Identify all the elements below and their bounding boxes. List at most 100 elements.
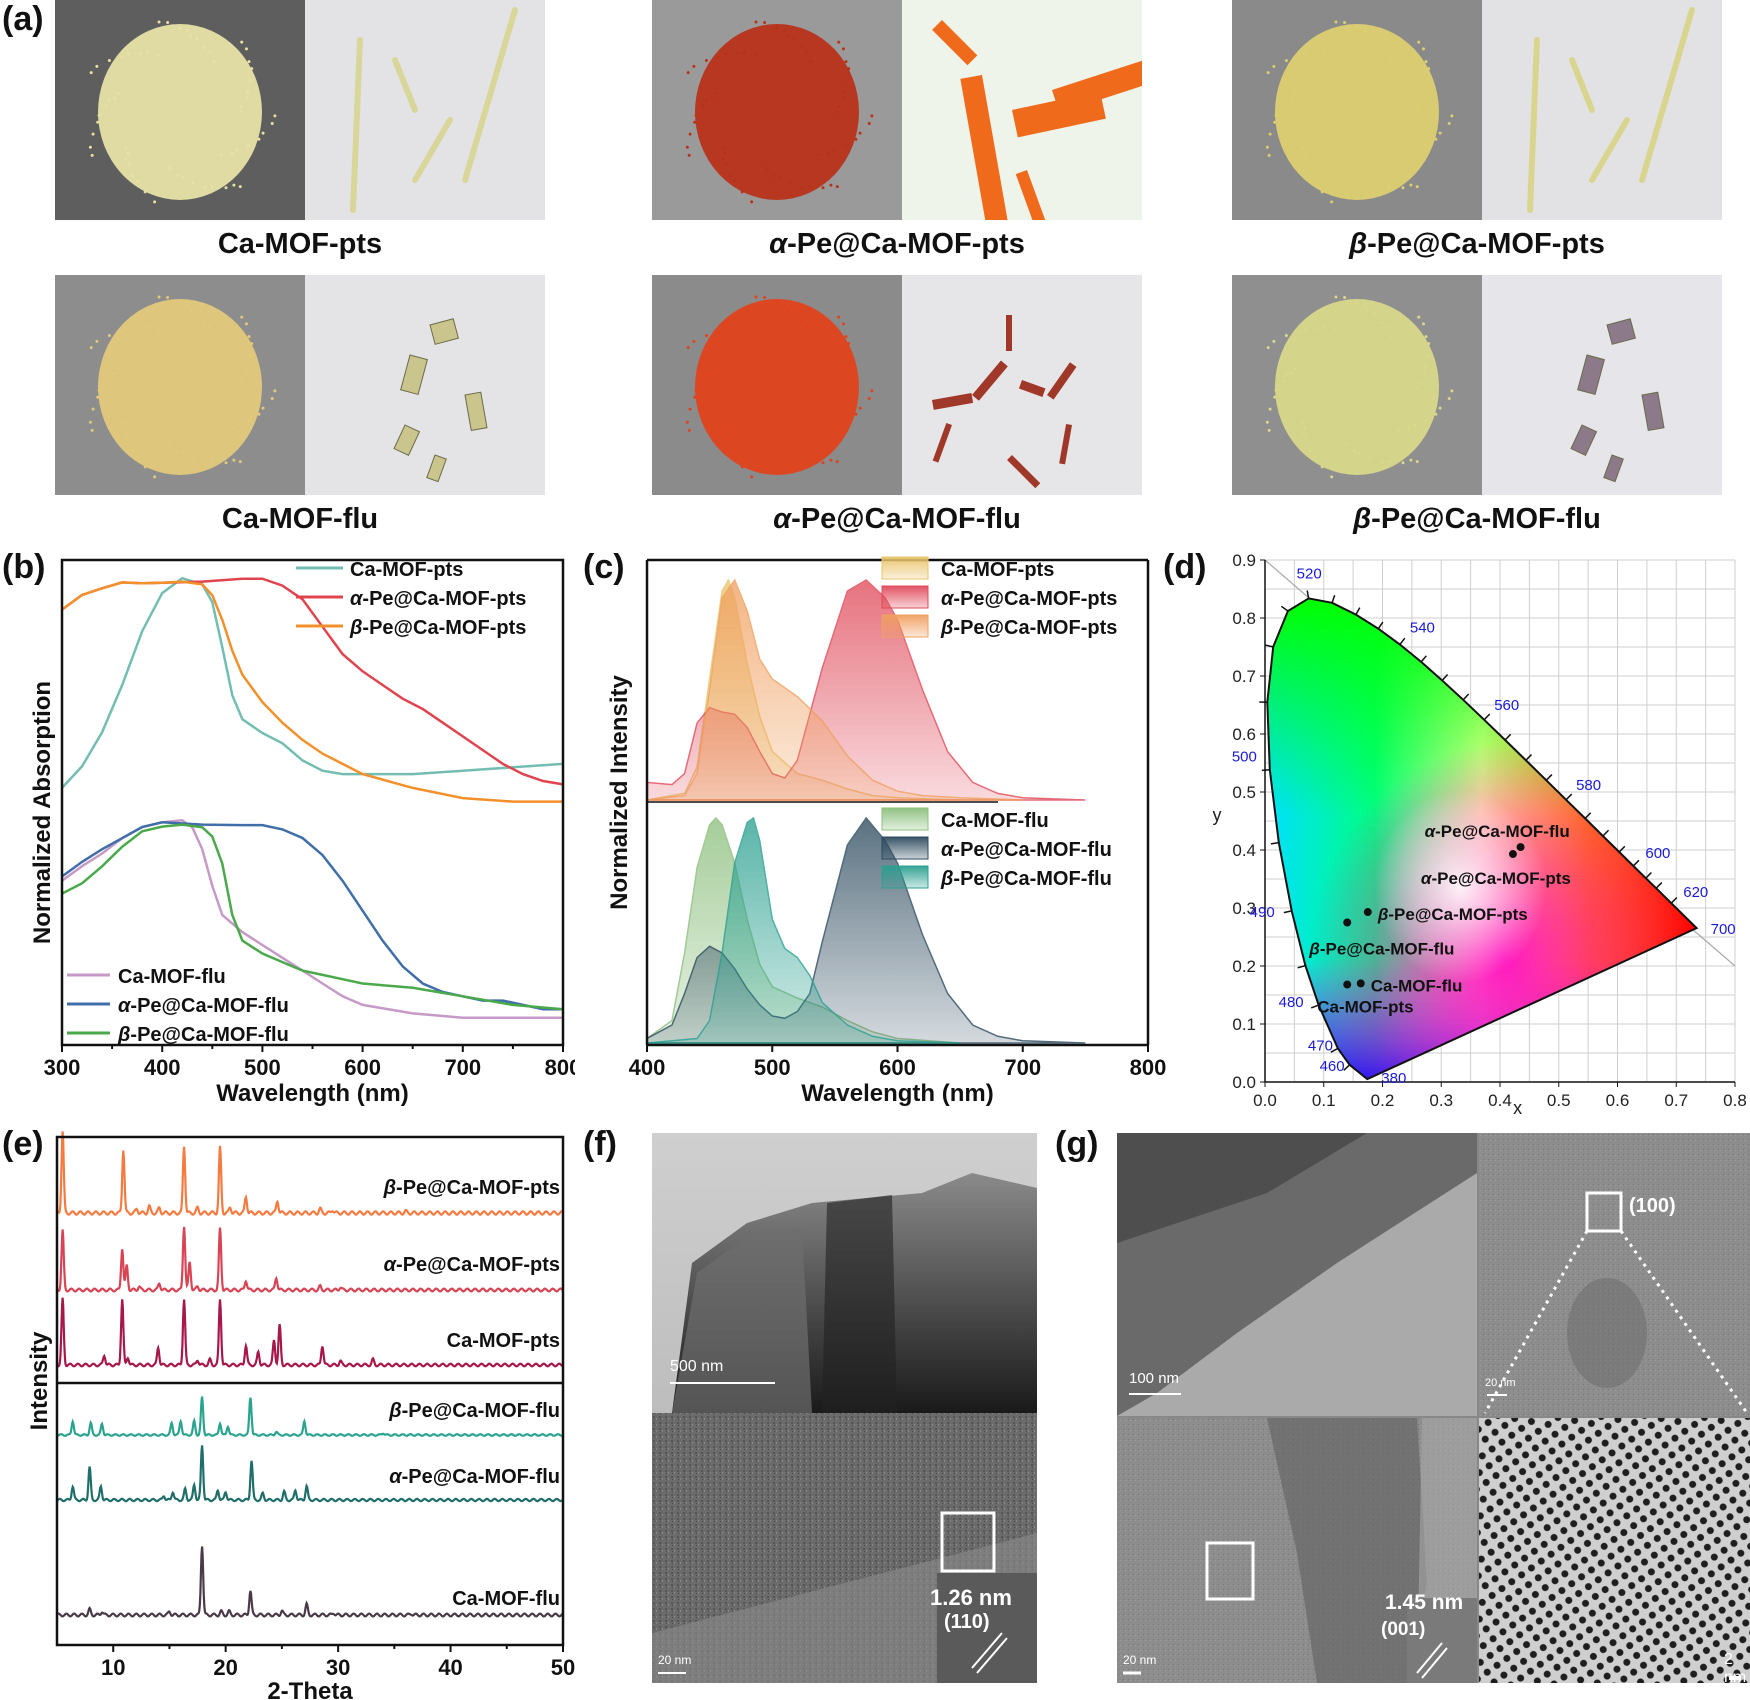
photo-caption: Ca-MOF-flu (221, 503, 379, 535)
powder-grain (166, 296, 170, 300)
powder-grain (1355, 26, 1359, 30)
powder-grain (832, 148, 836, 152)
locus-tick (1310, 1004, 1319, 1009)
powder-grain (1284, 98, 1288, 102)
powder-grain (1304, 163, 1308, 167)
powder-grain (827, 152, 831, 156)
powder-grain (238, 185, 242, 189)
crystal (1527, 37, 1540, 213)
powder-grain (139, 327, 143, 331)
powder-grain (1447, 397, 1451, 401)
powder-grain (694, 113, 698, 117)
powder-grain (844, 335, 848, 339)
powder-grain (693, 395, 697, 399)
powder-grain (788, 181, 792, 185)
powder-grain (1355, 301, 1359, 305)
x-tick-label: 0.2 (1371, 1091, 1395, 1110)
legend-swatch (881, 807, 929, 831)
xrd-pattern (57, 1396, 564, 1437)
powder-grain (775, 301, 779, 305)
powder-grain (742, 325, 746, 329)
crystal (464, 391, 488, 432)
powder-grain (156, 53, 160, 57)
powder-grain (153, 200, 157, 204)
tem-image-f: 500 nm 20 nm 1.26 nm (110) (652, 1133, 1037, 1683)
powder-grain (692, 64, 696, 68)
powder-grain (701, 379, 705, 383)
powder-grain (178, 26, 182, 30)
powder-grain (1422, 96, 1426, 100)
absorption-chart: 300 400 500 600 700 800 Wavelength (nm) Normali… (29, 558, 575, 1107)
powder-grain (1417, 105, 1421, 109)
powder-grain (1380, 185, 1384, 189)
powder-grain (1343, 21, 1347, 25)
powder-grain (273, 389, 277, 393)
scale-bar-label: 20 nm (1485, 1377, 1516, 1389)
powder-grain (90, 428, 94, 432)
powder-grain (1268, 407, 1272, 411)
powder-grain (1293, 366, 1297, 370)
powder-grain (1316, 327, 1320, 331)
powder-grain (1388, 460, 1392, 464)
y-tick-label: 0.5 (1232, 783, 1256, 802)
x-tick-label: 800 (545, 1055, 575, 1080)
scale-bar-label: 20 nm (1123, 1653, 1157, 1667)
powder-grain (721, 421, 725, 425)
y-tick-label: 0.0 (1232, 1073, 1256, 1092)
powder-grain (835, 110, 839, 114)
plane-label: (100) (1629, 1195, 1676, 1217)
powder-grain (246, 144, 250, 148)
powder-grain (203, 185, 207, 189)
series-label: Ca-MOF-flu (452, 1588, 560, 1610)
powder-grain (753, 328, 757, 332)
powder-grain (1389, 335, 1393, 339)
powder-grain (1389, 60, 1393, 64)
powder-grain (686, 346, 690, 350)
powder-grain (116, 366, 120, 370)
powder-grain (1423, 419, 1427, 423)
wavelength-label: 470 (1308, 1037, 1333, 1054)
panel-label-a: (a) (2, 0, 44, 38)
powder-grain (1438, 406, 1442, 410)
locus-tick (1584, 812, 1592, 819)
powder-grain (120, 330, 124, 334)
scale-bar-label: 2 nm (1724, 1651, 1747, 1683)
crystal (1570, 424, 1598, 456)
x-tick-label: 0.0 (1253, 1091, 1277, 1110)
powder-grain (208, 50, 212, 54)
powder-grain (1421, 47, 1425, 51)
powder-grain (742, 50, 746, 54)
powder-grain (846, 354, 850, 358)
legend-label: α-Pe@Ca-MOF-pts (350, 588, 526, 610)
wavelength-label: 480 (1279, 994, 1304, 1011)
point-label: Ca-MOF-flu (1371, 976, 1463, 995)
powder-grain (800, 46, 804, 50)
powder-grain (1409, 183, 1413, 187)
powder-grain (740, 190, 744, 194)
powder-grain (250, 67, 254, 71)
powder-grain (203, 460, 207, 464)
legend-label: β-Pe@Ca-MOF-pts (349, 617, 526, 639)
powder-grain (157, 20, 161, 24)
powder-grain (1358, 175, 1362, 179)
powder-grain (126, 427, 130, 431)
x-tick-label: 0.7 (1664, 1091, 1688, 1110)
powder-grain (1366, 309, 1370, 313)
powder-grain (195, 312, 199, 316)
powder-pile (695, 299, 859, 475)
locus-tick (1331, 594, 1336, 604)
powder-grain (124, 421, 128, 425)
powder-grain (261, 131, 265, 135)
powder-grain (107, 373, 111, 377)
powder-grain (688, 407, 692, 411)
crystal (932, 20, 978, 66)
powder-grain (153, 475, 157, 479)
powder-grain (713, 91, 717, 95)
powder-grain (829, 458, 833, 462)
powder-grain (1297, 55, 1301, 59)
powder-grain (835, 385, 839, 389)
sample-photo (55, 0, 545, 220)
powder-grain (1290, 96, 1294, 100)
powder-grain (1267, 428, 1271, 432)
powder-grain (1415, 460, 1419, 464)
